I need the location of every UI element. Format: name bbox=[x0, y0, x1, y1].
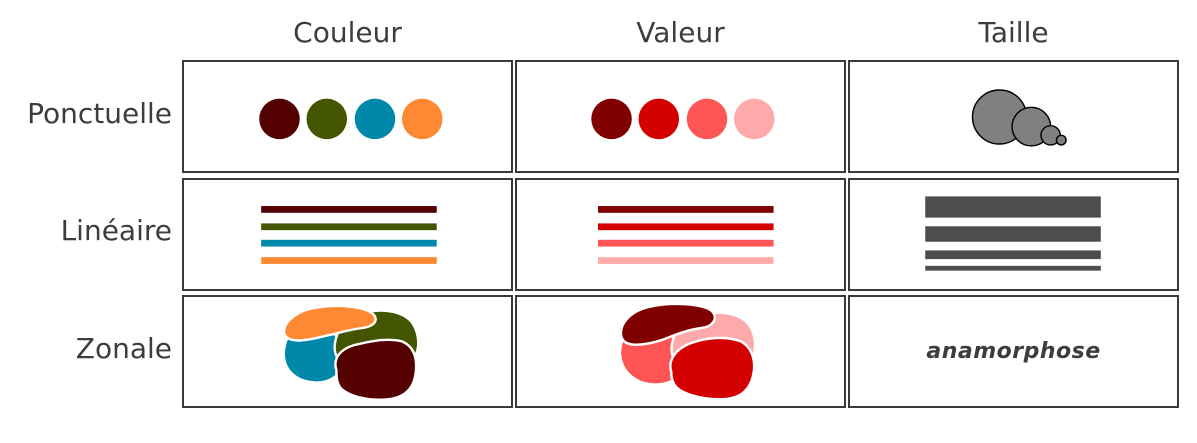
cell-zonale-valeur bbox=[515, 295, 846, 408]
point-value-1 bbox=[591, 98, 632, 140]
zone-value-dark bbox=[669, 336, 756, 401]
line-size-2 bbox=[925, 226, 1101, 242]
line-value-3 bbox=[598, 239, 774, 247]
column-header-taille: Taille bbox=[978, 16, 1049, 49]
zone-value-shapes bbox=[618, 302, 757, 401]
line-swatch-2 bbox=[261, 223, 437, 231]
line-color-swatches bbox=[261, 206, 437, 264]
point-swatch-2 bbox=[306, 98, 348, 140]
cell-ponctuelle-valeur bbox=[515, 60, 846, 173]
line-value-swatches bbox=[598, 206, 774, 264]
line-size-3 bbox=[925, 250, 1101, 260]
line-swatch-1 bbox=[261, 206, 437, 213]
cell-lineaire-taille bbox=[848, 178, 1179, 291]
point-value-4 bbox=[734, 98, 775, 140]
column-header-couleur: Couleur bbox=[293, 16, 402, 49]
point-size-circles bbox=[971, 89, 1067, 147]
line-value-2 bbox=[598, 223, 774, 231]
line-value-1 bbox=[598, 206, 774, 213]
point-swatch-1 bbox=[259, 98, 300, 140]
cell-ponctuelle-taille bbox=[848, 60, 1179, 173]
line-size-bars bbox=[925, 196, 1101, 271]
line-size-1 bbox=[925, 196, 1101, 218]
point-value-2 bbox=[638, 98, 680, 140]
point-value-3 bbox=[686, 98, 728, 140]
cell-zonale-couleur bbox=[182, 295, 513, 408]
zone-value-darkest bbox=[619, 302, 717, 346]
cell-lineaire-valeur bbox=[515, 178, 846, 291]
zone-color-shapes bbox=[282, 304, 420, 401]
line-swatch-3 bbox=[261, 239, 437, 247]
row-header-zonale: Zonale bbox=[75, 332, 172, 365]
cell-lineaire-couleur bbox=[182, 178, 513, 291]
zone-swatch-orange bbox=[283, 304, 377, 342]
point-swatch-4 bbox=[402, 98, 443, 140]
point-value-swatches bbox=[591, 98, 775, 140]
zone-swatch-darkred bbox=[334, 338, 418, 401]
point-swatch-3 bbox=[354, 98, 396, 140]
point-size-4 bbox=[1055, 134, 1067, 146]
line-swatch-4 bbox=[261, 257, 437, 264]
line-value-4 bbox=[598, 257, 774, 264]
column-header-valeur: Valeur bbox=[636, 16, 725, 49]
cell-ponctuelle-couleur bbox=[182, 60, 513, 173]
row-header-ponctuelle: Ponctuelle bbox=[27, 97, 172, 130]
row-header-lineaire: Linéaire bbox=[60, 214, 172, 247]
anamorphose-label: anamorphose bbox=[926, 339, 1101, 364]
cell-zonale-taille: anamorphose bbox=[848, 295, 1179, 408]
line-size-4 bbox=[925, 265, 1101, 271]
point-color-swatches bbox=[259, 98, 443, 140]
